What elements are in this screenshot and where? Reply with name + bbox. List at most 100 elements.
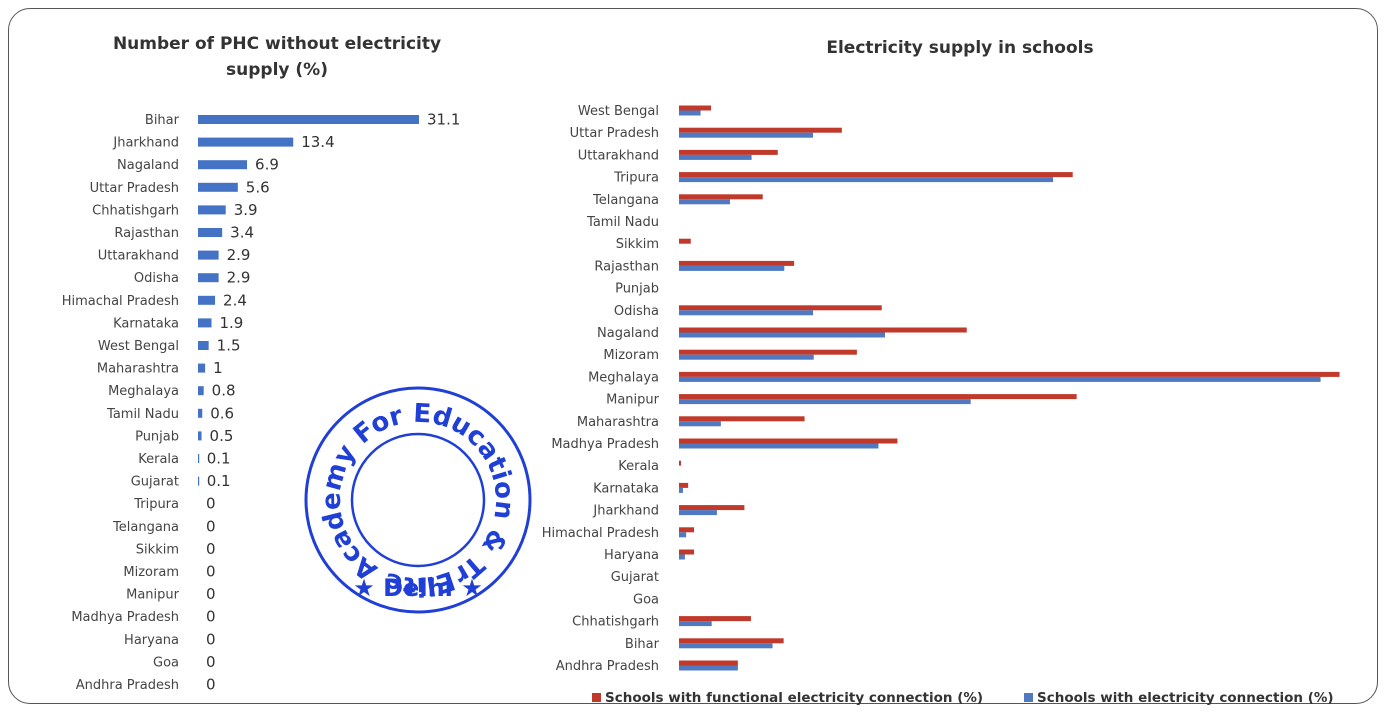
phc-category-label: Gujarat xyxy=(131,475,179,490)
stamp-city: ★ Delhi ★ xyxy=(353,574,482,602)
phc-value-label: 0 xyxy=(206,608,216,626)
phc-category-label: Nagaland xyxy=(117,158,179,173)
phc-value-label: 3.4 xyxy=(230,224,254,242)
legend-swatch-functional xyxy=(592,693,601,702)
phc-value-label: 5.6 xyxy=(246,178,270,196)
phc-value-label: 0 xyxy=(206,585,216,603)
school-category-label: West Bengal xyxy=(578,104,659,119)
phc-value-label: 0 xyxy=(206,540,216,558)
school-bar-connection xyxy=(679,265,785,271)
phc-category-label: Madhya Pradesh xyxy=(71,610,179,625)
school-category-label: Telangana xyxy=(592,193,659,208)
school-bar-connection xyxy=(679,510,717,516)
school-category-label: Haryana xyxy=(604,548,659,563)
school-bar-connection xyxy=(679,154,752,160)
school-category-label: Sikkim xyxy=(616,237,659,252)
school-category-label: Chhatishgarh xyxy=(572,615,659,630)
phc-value-label: 2.4 xyxy=(223,291,247,309)
phc-bar xyxy=(198,205,226,215)
phc-category-label: Sikkim xyxy=(136,542,179,557)
school-bar-connection xyxy=(679,665,738,671)
school-bar-functional xyxy=(679,616,751,622)
phc-category-label: Chhatishgarh xyxy=(92,203,179,218)
phc-bar xyxy=(198,273,219,283)
school-category-label: Odisha xyxy=(614,304,659,319)
phc-category-label: Manipur xyxy=(126,588,180,603)
phc-value-label: 1.5 xyxy=(217,337,241,355)
legend-swatch-connection xyxy=(1024,693,1033,702)
phc-bar xyxy=(198,363,206,373)
phc-value-label: 0 xyxy=(206,676,216,694)
school-category-label: Maharashtra xyxy=(577,415,659,430)
stamp: Elite Academy For Education & Training P… xyxy=(283,366,552,635)
school-bar-functional xyxy=(679,505,745,511)
school-category-label: Uttar Pradesh xyxy=(570,126,659,141)
school-category-label: Gujarat xyxy=(611,570,659,585)
phc-category-label: West Bengal xyxy=(98,339,179,354)
phc-category-label: Telangana xyxy=(112,520,179,535)
legend: Schools with functional electricity conn… xyxy=(592,690,1334,706)
phc-category-label: Himachal Pradesh xyxy=(62,294,179,309)
schools-chart-title: Electricity supply in schools xyxy=(826,38,1093,58)
phc-bar xyxy=(198,115,419,124)
school-category-label: Madhya Pradesh xyxy=(551,437,659,452)
phc-category-label: Odisha xyxy=(134,271,179,286)
school-bar-functional xyxy=(679,460,681,466)
phc-value-label: 0 xyxy=(206,630,216,648)
school-bar-functional xyxy=(679,438,898,444)
school-bar-functional xyxy=(679,105,712,111)
phc-value-label: 0 xyxy=(206,495,216,513)
legend-label-connection: Schools with electricity connection (%) xyxy=(1037,690,1334,706)
school-category-label: Manipur xyxy=(606,393,660,408)
school-category-label: Mizoram xyxy=(603,348,659,363)
school-bar-connection xyxy=(679,177,1054,183)
school-bar-connection xyxy=(679,554,685,560)
phc-value-label: 1.9 xyxy=(220,314,244,332)
school-bar-functional xyxy=(679,194,763,200)
phc-category-label: Karnataka xyxy=(113,316,179,331)
school-bar-functional xyxy=(679,482,689,488)
school-category-label: Tripura xyxy=(613,171,659,186)
school-bar-connection xyxy=(679,110,701,116)
phc-category-label: Tripura xyxy=(133,497,179,512)
phc-bar xyxy=(198,160,248,170)
school-bar-functional xyxy=(679,149,778,155)
school-bar-functional xyxy=(679,416,805,422)
phc-category-label: Jharkhand xyxy=(112,136,179,151)
school-bar-connection xyxy=(679,199,731,205)
phc-value-label: 6.9 xyxy=(255,156,279,174)
phc-value-label: 0.5 xyxy=(210,427,234,445)
school-category-label: Himachal Pradesh xyxy=(542,526,659,541)
school-bars: West Bengal Uttar Pradesh Uttarakhand Tripu… xyxy=(542,104,1340,674)
phc-value-label: 0 xyxy=(206,563,216,581)
phc-value-label: 0.6 xyxy=(210,404,234,422)
school-category-label: Bihar xyxy=(625,637,660,652)
phc-bar xyxy=(198,228,223,237)
school-bar-connection xyxy=(679,421,721,427)
phc-category-label: Andhra Pradesh xyxy=(76,678,179,693)
school-bar-functional xyxy=(679,660,738,666)
school-category-label: Goa xyxy=(633,592,659,607)
school-category-label: Jharkhand xyxy=(592,504,659,519)
phc-value-label: 0 xyxy=(206,653,216,671)
school-bar-functional xyxy=(679,527,695,533)
school-bar-connection xyxy=(679,310,814,316)
school-category-label: Nagaland xyxy=(597,326,659,341)
school-bar-functional xyxy=(679,260,795,266)
phc-category-label: Punjab xyxy=(135,429,179,444)
school-category-label: Karnataka xyxy=(593,481,659,496)
phc-value-label: 2.9 xyxy=(227,246,251,264)
phc-category-label: Uttarakhand xyxy=(98,249,179,264)
phc-chart-title-line-1: Number of PHC without electricity xyxy=(113,34,441,54)
phc-bar xyxy=(198,476,200,486)
school-category-label: Uttarakhand xyxy=(578,148,659,163)
school-category-label: Meghalaya xyxy=(588,370,659,385)
legend-label-functional: Schools with functional electricity conn… xyxy=(605,690,983,706)
phc-category-label: Kerala xyxy=(138,452,179,467)
school-bar-connection xyxy=(679,643,773,649)
school-bar-functional xyxy=(679,549,695,555)
school-category-label: Kerala xyxy=(618,459,659,474)
school-bar-functional xyxy=(679,327,967,333)
phc-category-label: Mizoram xyxy=(123,565,179,580)
